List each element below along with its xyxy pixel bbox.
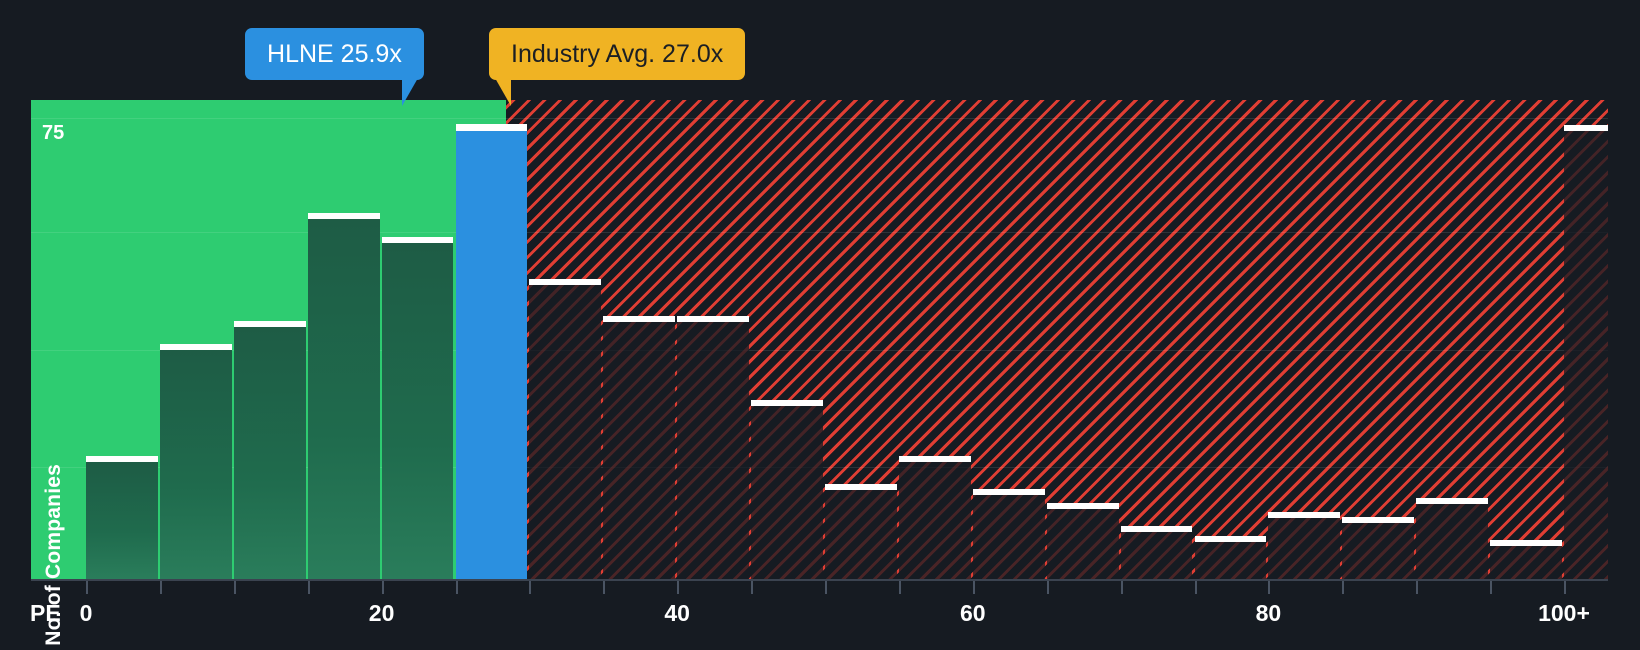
x-tick-90 <box>1416 581 1419 594</box>
x-tick-95 <box>1490 581 1493 594</box>
x-tick-75 <box>1194 581 1197 594</box>
bar-40-45[interactable] <box>677 316 750 579</box>
bar-35-40[interactable] <box>603 316 676 579</box>
bar-95-100[interactable] <box>1490 540 1562 579</box>
gridline-50 <box>31 350 1608 351</box>
x-tick-80 <box>1268 581 1271 594</box>
bar-80-85[interactable] <box>1268 512 1341 579</box>
bar-cap <box>603 316 676 323</box>
bar-cap <box>381 236 454 243</box>
bar-cap <box>307 213 380 220</box>
bar-0-5[interactable] <box>86 456 158 579</box>
bar-cap <box>1268 512 1341 519</box>
hlne-callout[interactable]: HLNE 25.9x <box>245 28 424 106</box>
x-tick-45 <box>751 581 754 594</box>
x-axis-line <box>31 579 1608 581</box>
industry-average-callout-label: Industry Avg. 27.0x <box>511 39 724 68</box>
bar-cap <box>1046 502 1119 509</box>
x-tick-5 <box>159 581 162 594</box>
x-tick-70 <box>1120 581 1123 594</box>
x-tick-label-40: 40 <box>664 600 690 626</box>
hlne-callout-label: HLNE 25.9x <box>267 39 402 68</box>
x-tick-60 <box>972 581 975 594</box>
bar-cap <box>86 456 158 463</box>
hlne-callout-tail <box>401 78 418 106</box>
bar-cap <box>1194 535 1267 542</box>
bar-cap <box>529 278 602 285</box>
bar-cap <box>972 488 1045 495</box>
bar-100+[interactable] <box>1564 124 1608 579</box>
bar-85-90[interactable] <box>1342 516 1415 579</box>
x-tick-10 <box>233 581 236 594</box>
x-tick-65 <box>1046 581 1049 594</box>
bar-cap <box>233 320 306 327</box>
x-tick-40 <box>677 581 680 594</box>
bar-cap <box>1342 516 1415 523</box>
bar-25-30[interactable] <box>455 123 528 579</box>
x-tick-label-100+: 100+ <box>1538 600 1590 626</box>
bar-cap <box>455 123 528 131</box>
bar-cap <box>1564 124 1608 131</box>
x-tick-label-60: 60 <box>960 600 986 626</box>
bar-cap <box>1120 526 1193 533</box>
industry-average-callout[interactable]: Industry Avg. 27.0x <box>489 28 746 106</box>
bar-cap <box>159 344 232 351</box>
bar-55-60[interactable] <box>898 456 971 579</box>
plot-area <box>31 100 1608 579</box>
x-tick-15 <box>307 581 310 594</box>
x-tick-50 <box>825 581 827 594</box>
bar-10-15[interactable] <box>233 320 306 579</box>
bar-5-10[interactable] <box>159 344 232 579</box>
x-axis-title: PE <box>30 600 61 626</box>
bar-cap <box>751 400 823 407</box>
bar-cap <box>825 484 897 491</box>
bar-65-70[interactable] <box>1046 502 1119 579</box>
bar-60-65[interactable] <box>972 488 1045 579</box>
x-tick-20 <box>381 581 384 594</box>
x-tick-label-20: 20 <box>368 600 395 626</box>
bar-cap <box>1416 498 1489 505</box>
bar-15-20[interactable] <box>307 213 380 579</box>
x-tick-85 <box>1342 581 1345 594</box>
bar-cap <box>898 456 971 463</box>
bar-cap <box>677 316 750 323</box>
x-tick-0 <box>86 581 88 594</box>
gridline-100 <box>31 118 1608 119</box>
gridline-value-label: 75 <box>42 122 65 144</box>
bar-70-75[interactable] <box>1120 526 1193 579</box>
x-tick-30 <box>529 581 532 594</box>
bar-90-95[interactable] <box>1416 498 1489 579</box>
bar-75-80[interactable] <box>1194 535 1267 579</box>
industry-average-callout-tail <box>495 78 512 106</box>
bar-cap <box>1490 540 1562 547</box>
x-tick-55 <box>898 581 901 594</box>
bar-50-55[interactable] <box>825 484 897 579</box>
x-tick-label-80: 80 <box>1255 600 1282 626</box>
gridline-75 <box>31 232 1608 233</box>
bar-45-50[interactable] <box>751 400 823 579</box>
x-tick-25 <box>455 581 458 594</box>
x-tick-label-0: 0 <box>79 600 93 626</box>
bar-30-35[interactable] <box>529 278 602 579</box>
x-tick-35 <box>603 581 606 594</box>
x-tick-100 <box>1564 581 1566 594</box>
bar-20-25[interactable] <box>381 236 454 579</box>
